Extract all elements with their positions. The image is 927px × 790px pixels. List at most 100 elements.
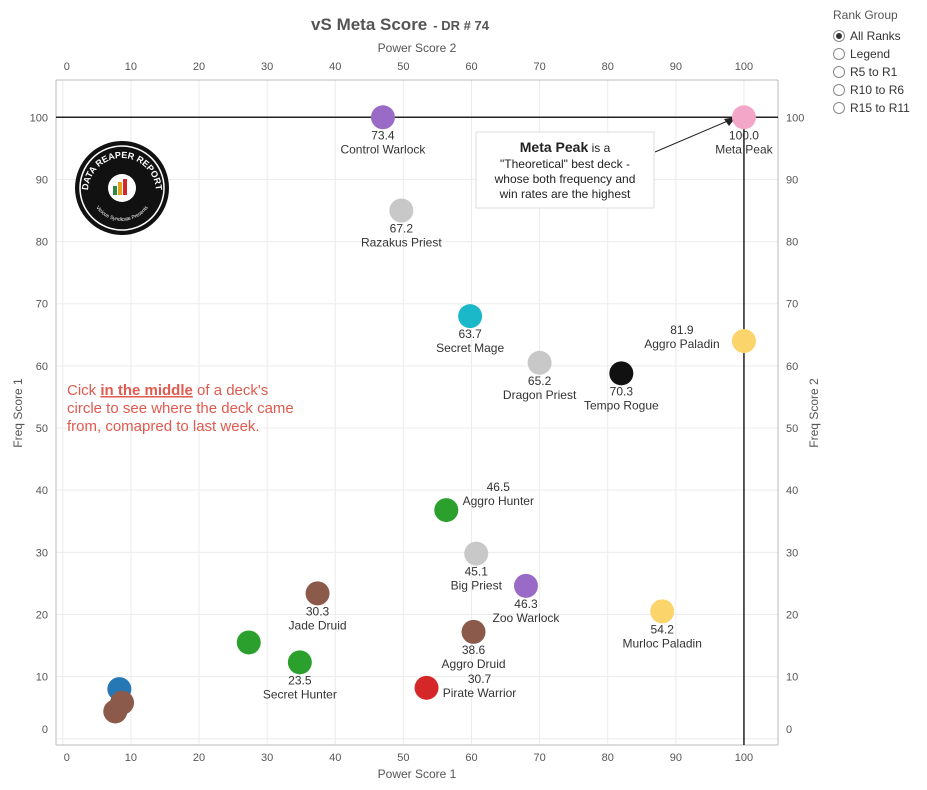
y-tick-label-right: 30 bbox=[786, 547, 798, 559]
y-tick-label-right: 10 bbox=[786, 672, 798, 684]
y-tick-label-left: 80 bbox=[36, 237, 48, 249]
svg-text:"Theoretical" best deck -: "Theoretical" best deck - bbox=[500, 157, 630, 171]
y-tick-label-right: 50 bbox=[786, 423, 798, 435]
rank-option-all-ranks[interactable]: All Ranks bbox=[833, 27, 927, 45]
x-tick-label-bottom: 80 bbox=[602, 752, 614, 764]
radio-button[interactable] bbox=[833, 102, 845, 114]
top-axis-title: Power Score 2 bbox=[378, 41, 457, 55]
svg-text:from, comapred to last week.: from, comapred to last week. bbox=[67, 418, 260, 435]
svg-text:win rates are the highest: win rates are the highest bbox=[499, 187, 631, 201]
point-score-label: 65.2 bbox=[528, 374, 552, 388]
radio-button[interactable] bbox=[833, 48, 845, 60]
point-score-label: 100.0 bbox=[729, 128, 759, 142]
data-point[interactable] bbox=[731, 329, 756, 354]
rank-option-legend[interactable]: Legend bbox=[833, 45, 927, 63]
point-name-label: Control Warlock bbox=[340, 142, 426, 156]
tick-labels: 0 0 10 10 20 20 30 30 40 40 50 50 60 60 70 70 80 80 90 90 10… bbox=[30, 61, 805, 764]
x-tick-label-top: 0 bbox=[64, 61, 70, 73]
y-tick-label-left: 20 bbox=[36, 609, 48, 621]
point-name-label: Pirate Warrior bbox=[443, 686, 517, 700]
x-tick-label-top: 80 bbox=[602, 61, 614, 73]
radio-button[interactable] bbox=[833, 30, 845, 42]
x-tick-label-bottom: 70 bbox=[533, 752, 545, 764]
axes bbox=[55, 79, 779, 746]
x-tick-label-bottom: 30 bbox=[261, 752, 273, 764]
rank-option-label: R10 to R6 bbox=[850, 83, 905, 97]
radio-button[interactable] bbox=[833, 66, 845, 78]
data-point[interactable] bbox=[527, 350, 552, 375]
point-name-label: Jade Druid bbox=[289, 618, 347, 632]
point-score-label: 73.4 bbox=[371, 128, 395, 142]
y-tick-label-right: 60 bbox=[786, 361, 798, 373]
chart-title: vS Meta Score - DR # 74 bbox=[311, 15, 490, 34]
svg-text:whose both frequency and: whose both frequency and bbox=[494, 172, 636, 186]
rank-option-r5-to-r1[interactable]: R5 to R1 bbox=[833, 63, 927, 81]
y-tick-label-left: 0 bbox=[42, 724, 48, 736]
x-tick-label-top: 30 bbox=[261, 61, 273, 73]
rank-option-label: R15 to R11 bbox=[850, 101, 910, 115]
data-point[interactable] bbox=[287, 650, 312, 675]
point-name-label: Secret Hunter bbox=[263, 687, 337, 701]
data-point[interactable] bbox=[464, 541, 489, 566]
meta-peak-callout: Meta Peak is a "Theoretical" best deck -… bbox=[475, 117, 736, 209]
point-name-label: Aggro Hunter bbox=[463, 494, 534, 508]
x-tick-label-bottom: 20 bbox=[193, 752, 205, 764]
y-tick-label-left: 50 bbox=[36, 423, 48, 435]
point-score-label: 46.5 bbox=[487, 480, 511, 494]
point-name-label: Zoo Warlock bbox=[493, 611, 561, 625]
x-tick-label-top: 100 bbox=[735, 61, 753, 73]
radio-button[interactable] bbox=[833, 84, 845, 96]
svg-text:circle to see where the deck c: circle to see where the deck came bbox=[67, 400, 294, 417]
point-name-label: Aggro Paladin bbox=[644, 337, 719, 351]
data-point[interactable] bbox=[103, 699, 128, 724]
y-tick-label-left: 40 bbox=[36, 485, 48, 497]
rank-group-filter: Rank Group All Ranks Legend R5 to R1 R10 to… bbox=[833, 8, 927, 117]
point-score-label: 70.3 bbox=[610, 384, 634, 398]
y-tick-label-left: 30 bbox=[36, 547, 48, 559]
data-point[interactable] bbox=[461, 619, 486, 644]
data-point[interactable] bbox=[236, 630, 261, 655]
point-name-label: Dragon Priest bbox=[503, 388, 577, 402]
point-score-label: 46.3 bbox=[514, 597, 538, 611]
data-point[interactable] bbox=[650, 599, 675, 624]
data-point[interactable] bbox=[434, 498, 459, 523]
x-tick-label-top: 70 bbox=[533, 61, 545, 73]
x-tick-label-top: 10 bbox=[125, 61, 137, 73]
rank-option-label: Legend bbox=[850, 47, 891, 61]
point-score-label: 81.9 bbox=[670, 323, 694, 337]
data-point[interactable] bbox=[370, 105, 395, 130]
x-tick-label-bottom: 40 bbox=[329, 752, 341, 764]
point-name-label: Meta Peak bbox=[715, 142, 773, 156]
data-point[interactable] bbox=[389, 198, 414, 223]
point-name-label: Big Priest bbox=[451, 579, 503, 593]
y-tick-label-right: 40 bbox=[786, 485, 798, 497]
right-axis-title: Freq Score 2 bbox=[807, 378, 821, 448]
svg-text:Cick in the middle of a deck's: Cick in the middle of a deck's bbox=[67, 382, 268, 399]
point-score-label: 30.7 bbox=[468, 672, 492, 686]
data-point[interactable] bbox=[609, 361, 634, 386]
point-score-label: 45.1 bbox=[465, 565, 489, 579]
data-point[interactable] bbox=[305, 581, 330, 606]
point-name-label: Murloc Paladin bbox=[623, 636, 702, 650]
point-score-label: 23.5 bbox=[288, 673, 312, 687]
data-point[interactable] bbox=[414, 675, 439, 700]
x-tick-label-top: 50 bbox=[397, 61, 409, 73]
svg-text:Meta Peak is a: Meta Peak is a bbox=[520, 139, 611, 155]
point-score-label: 67.2 bbox=[390, 222, 414, 236]
point-name-label: Tempo Rogue bbox=[584, 398, 659, 412]
y-tick-label-left: 70 bbox=[36, 299, 48, 311]
x-tick-label-bottom: 60 bbox=[465, 752, 477, 764]
y-tick-label-left: 60 bbox=[36, 361, 48, 373]
data-point[interactable] bbox=[731, 105, 756, 130]
rank-option-label: R5 to R1 bbox=[850, 65, 898, 79]
y-tick-label-right: 100 bbox=[786, 112, 804, 124]
data-point[interactable] bbox=[458, 304, 483, 329]
point-score-label: 38.6 bbox=[462, 643, 486, 657]
rank-option-r15-to-r11[interactable]: R15 to R11 bbox=[833, 99, 927, 117]
y-tick-label-left: 10 bbox=[36, 672, 48, 684]
y-tick-label-right: 70 bbox=[786, 299, 798, 311]
rank-option-r10-to-r6[interactable]: R10 to R6 bbox=[833, 81, 927, 99]
data-point[interactable] bbox=[513, 573, 538, 598]
